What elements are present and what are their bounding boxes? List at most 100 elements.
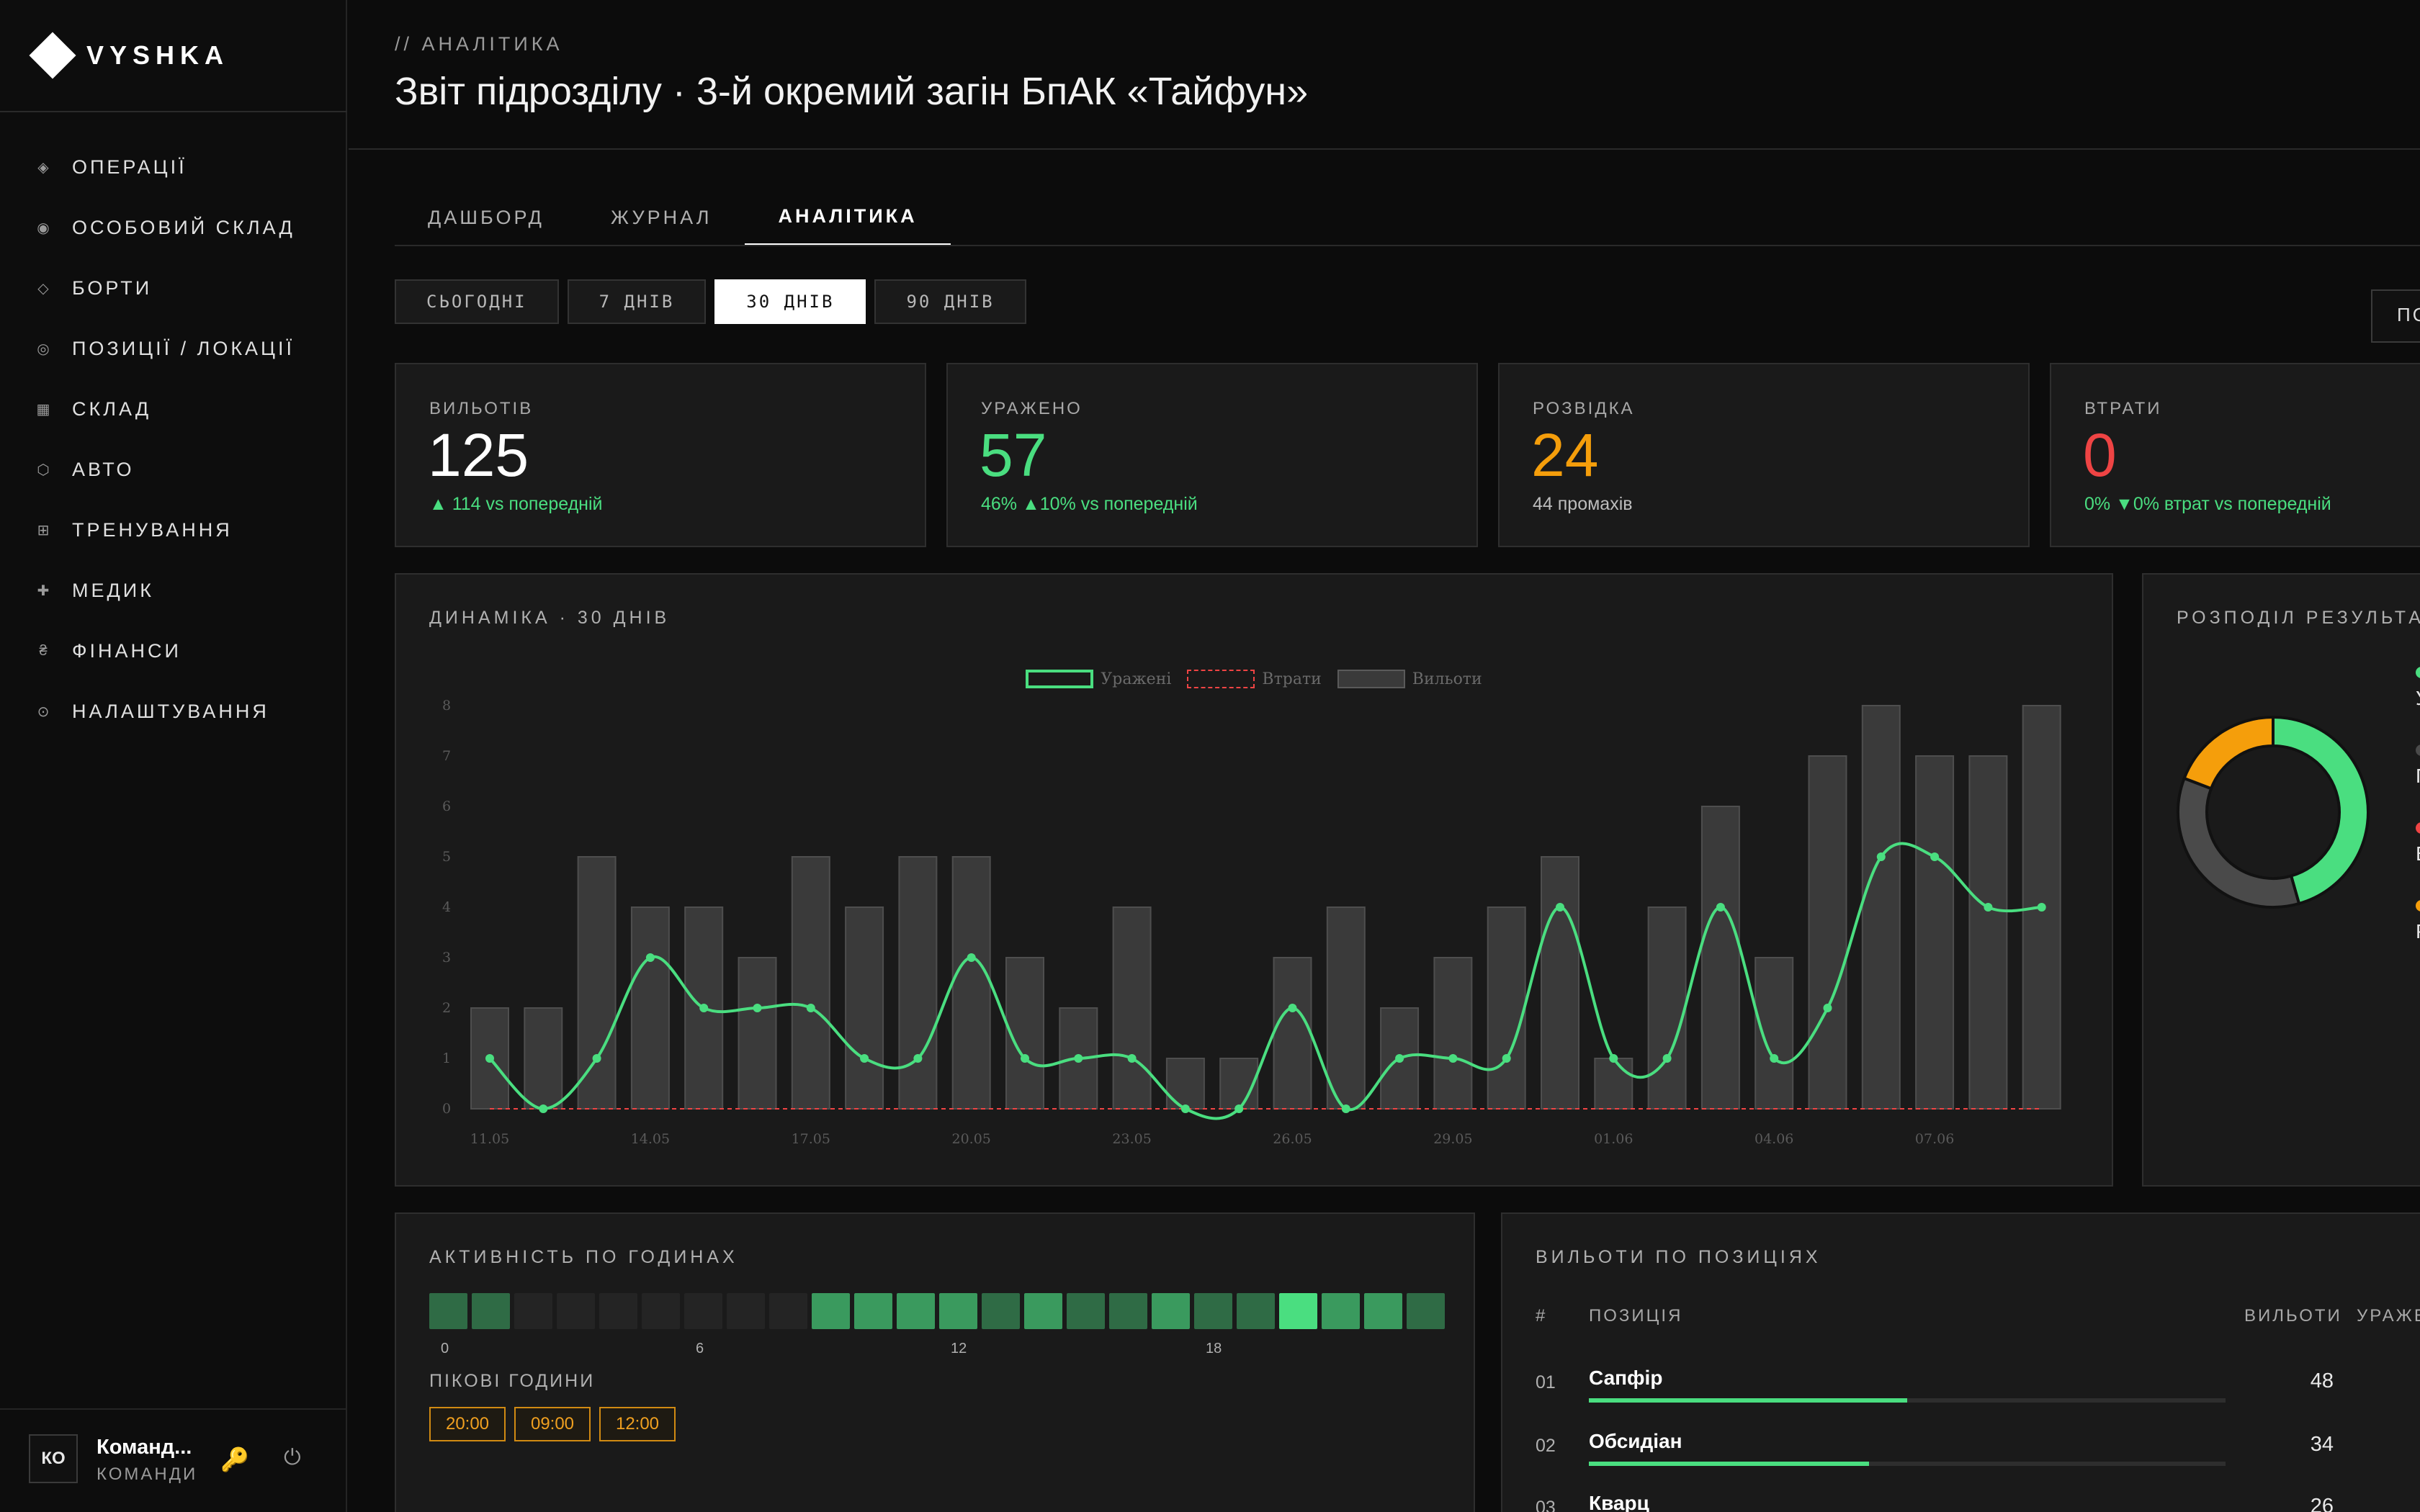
hour-cell[interactable] — [599, 1293, 637, 1329]
bar-flights[interactable] — [1647, 906, 1687, 1110]
hour-cell[interactable] — [897, 1293, 935, 1329]
point-hits[interactable] — [1341, 1104, 1350, 1113]
point-hits[interactable] — [2037, 903, 2046, 912]
tab-0[interactable]: ДАШБОРД — [428, 206, 544, 228]
point-hits[interactable] — [1074, 1054, 1083, 1063]
point-hits[interactable] — [1448, 1054, 1458, 1063]
sidebar-item-5[interactable]: ⬡ АВТО — [0, 439, 346, 500]
point-hits[interactable] — [1823, 1004, 1832, 1012]
bar-flights[interactable] — [1219, 1058, 1259, 1110]
point-hits[interactable] — [1021, 1054, 1029, 1063]
sidebar-item-0[interactable]: ◈ ОПЕРАЦІЇ — [0, 137, 346, 197]
col-hits[interactable]: УРАЖЕ — [2357, 1306, 2420, 1326]
legend-flights[interactable]: Вильоти — [1337, 670, 1482, 688]
range-button-2[interactable]: 30 ДНІВ — [714, 279, 866, 324]
bar-flights[interactable] — [630, 906, 670, 1110]
point-hits[interactable] — [1180, 1104, 1190, 1113]
bar-flights[interactable] — [524, 1007, 563, 1110]
point-hits[interactable] — [806, 1004, 815, 1012]
point-hits[interactable] — [592, 1054, 601, 1063]
tab-2[interactable]: АНАЛІТИКА — [745, 189, 951, 246]
hour-cell[interactable] — [1407, 1293, 1445, 1329]
hour-cell[interactable] — [1279, 1293, 1317, 1329]
bar-flights[interactable] — [791, 856, 830, 1110]
bar-flights[interactable] — [898, 856, 938, 1110]
bar-flights[interactable] — [1326, 906, 1366, 1110]
point-hits[interactable] — [1984, 903, 1993, 912]
point-hits[interactable] — [1876, 852, 1886, 861]
sidebar-item-7[interactable]: ✚ МЕДИК — [0, 560, 346, 621]
point-hits[interactable] — [1930, 852, 1940, 861]
hour-cell[interactable] — [812, 1293, 850, 1329]
legend-losses[interactable]: Втрати — [1187, 670, 1322, 688]
point-hits[interactable] — [913, 1054, 923, 1063]
point-hits[interactable] — [967, 953, 976, 962]
bar-flights[interactable] — [1915, 755, 1955, 1110]
point-hits[interactable] — [1716, 903, 1725, 912]
hour-cell[interactable] — [642, 1293, 680, 1329]
bar-flights[interactable] — [1433, 957, 1473, 1110]
hour-cell[interactable] — [982, 1293, 1020, 1329]
point-hits[interactable] — [485, 1054, 494, 1063]
point-hits[interactable] — [699, 1004, 709, 1012]
bar-flights[interactable] — [951, 856, 991, 1110]
sidebar-item-2[interactable]: ◇ БОРТИ — [0, 258, 346, 318]
hour-cell[interactable] — [1237, 1293, 1275, 1329]
hour-cell[interactable] — [1322, 1293, 1360, 1329]
donut-slice[interactable] — [2182, 715, 2275, 791]
bar-flights[interactable] — [1273, 957, 1312, 1110]
point-hits[interactable] — [645, 953, 655, 962]
bar-flights[interactable] — [738, 957, 777, 1110]
avatar[interactable]: КО — [29, 1434, 78, 1483]
range-button-1[interactable]: 7 ДНІВ — [567, 279, 707, 324]
col-position[interactable]: ПОЗИЦІЯ — [1589, 1306, 1683, 1326]
hour-cell[interactable] — [1024, 1293, 1062, 1329]
bar-flights[interactable] — [1808, 755, 1847, 1110]
point-hits[interactable] — [1556, 903, 1564, 912]
sidebar-item-6[interactable]: ⊞ ТРЕНУВАННЯ — [0, 500, 346, 560]
bar-flights[interactable] — [1487, 906, 1526, 1110]
bar-flights[interactable] — [577, 856, 617, 1110]
power-icon[interactable]: ⏻ — [284, 1446, 301, 1470]
point-hits[interactable] — [1288, 1004, 1297, 1012]
sidebar-item-3[interactable]: ◎ ПОЗИЦІЇ / ЛОКАЦІЇ — [0, 318, 346, 379]
table-row[interactable]: 03 Кварц 26 — [1502, 1492, 2420, 1512]
bar-flights[interactable] — [1594, 1058, 1634, 1110]
point-hits[interactable] — [753, 1004, 762, 1012]
bar-flights[interactable] — [1968, 755, 2008, 1110]
range-button-0[interactable]: СЬОГОДНІ — [395, 279, 559, 324]
legend-hits[interactable]: Уражені — [1026, 670, 1171, 688]
point-hits[interactable] — [1609, 1054, 1618, 1063]
sidebar-item-1[interactable]: ◉ ОСОБОВИЙ СКЛАД — [0, 197, 346, 258]
bar-flights[interactable] — [845, 906, 884, 1110]
hour-cell[interactable] — [769, 1293, 807, 1329]
hour-cell[interactable] — [854, 1293, 892, 1329]
hour-cell[interactable] — [514, 1293, 552, 1329]
sidebar-item-4[interactable]: ▦ СКЛАД — [0, 379, 346, 439]
tab-1[interactable]: ЖУРНАЛ — [610, 206, 712, 228]
hour-cell[interactable] — [1067, 1293, 1105, 1329]
hour-cell[interactable] — [1194, 1293, 1232, 1329]
hour-cell[interactable] — [1364, 1293, 1402, 1329]
bar-flights[interactable] — [1112, 906, 1152, 1110]
col-flights[interactable]: ВИЛЬОТИ — [2244, 1306, 2342, 1326]
range-button-3[interactable]: 90 ДНІВ — [874, 279, 1026, 324]
table-row[interactable]: 01 Сапфір 48 — [1502, 1367, 2420, 1424]
logo[interactable]: VYSHKA — [29, 32, 229, 79]
key-icon[interactable]: 🔑 — [220, 1446, 249, 1472]
bar-flights[interactable] — [1700, 806, 1740, 1110]
point-hits[interactable] — [1127, 1054, 1137, 1063]
bar-flights[interactable] — [1005, 957, 1044, 1110]
point-hits[interactable] — [1234, 1104, 1244, 1113]
hour-cell[interactable] — [472, 1293, 510, 1329]
donut-slice[interactable] — [2272, 715, 2370, 906]
hour-cell[interactable] — [557, 1293, 595, 1329]
point-hits[interactable] — [1395, 1054, 1404, 1063]
hour-cell[interactable] — [1152, 1293, 1190, 1329]
bar-flights[interactable] — [1861, 705, 1901, 1110]
right-action-button[interactable]: ПО — [2371, 289, 2420, 343]
bar-flights[interactable] — [1165, 1058, 1205, 1110]
table-row[interactable]: 02 Обсидіан 34 — [1502, 1430, 2420, 1488]
hour-cell[interactable] — [1109, 1293, 1147, 1329]
point-hits[interactable] — [1502, 1054, 1511, 1063]
